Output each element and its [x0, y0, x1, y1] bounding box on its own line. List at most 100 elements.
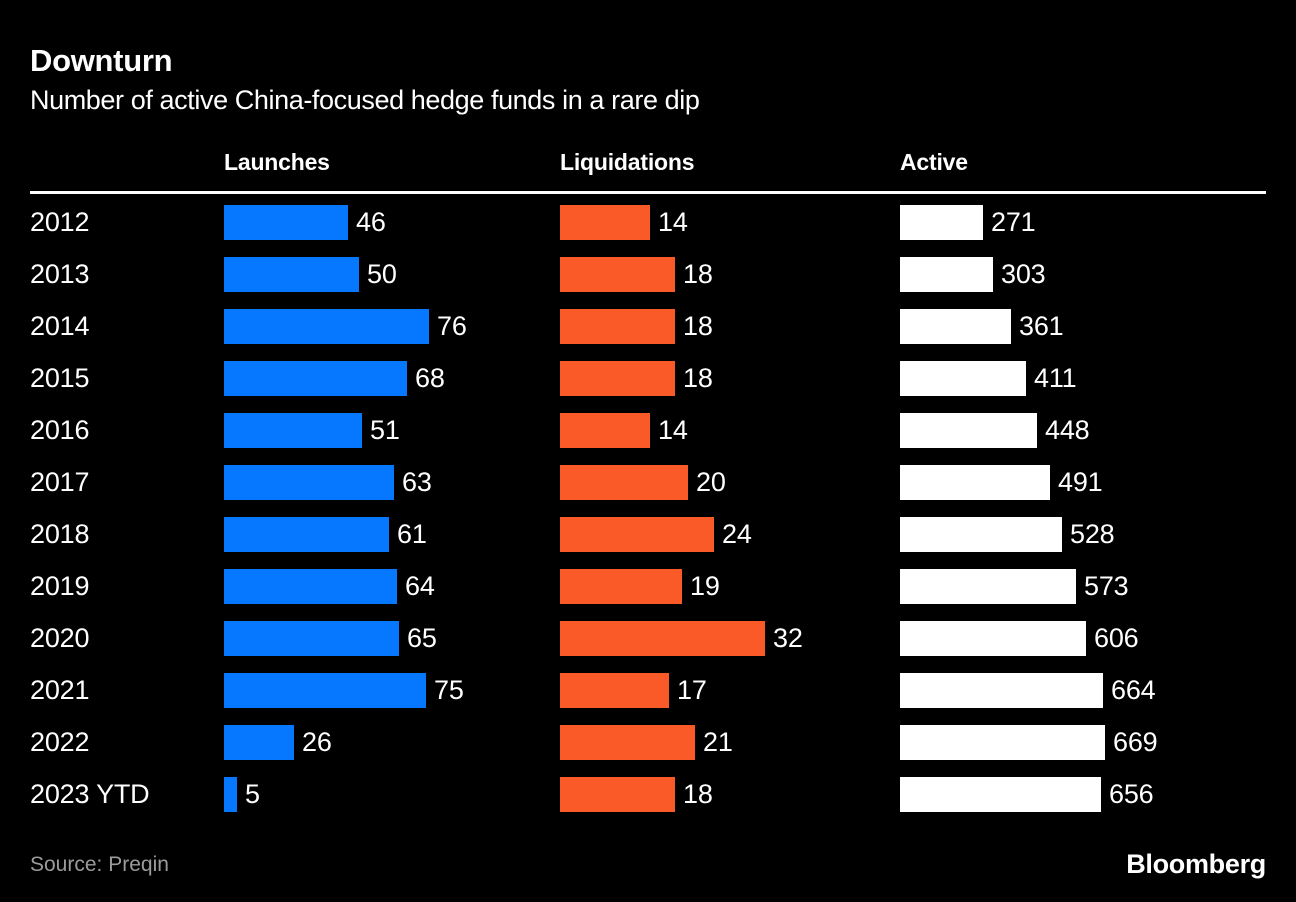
launches-cell: 64 — [224, 560, 560, 612]
liquidations-bar — [560, 620, 765, 656]
liquidations-bar — [560, 412, 650, 448]
launches-cell: 76 — [224, 300, 560, 352]
table-row: 2012 46 14 271 — [30, 196, 1266, 248]
launches-bar — [224, 204, 348, 240]
launches-cell: 51 — [224, 404, 560, 456]
liquidations-bar — [560, 724, 695, 760]
bar-value-label: 14 — [658, 206, 688, 237]
active-cell: 606 — [900, 612, 1266, 664]
active-bar — [900, 308, 1011, 344]
launches-cell: 61 — [224, 508, 560, 560]
chart-footer: Source: Preqin Bloomberg — [30, 849, 1266, 880]
launches-cell: 46 — [224, 196, 560, 248]
liquidations-cell: 14 — [560, 404, 900, 456]
bar-value-label: 18 — [683, 310, 713, 341]
column-header-liquidations: Liquidations — [560, 149, 695, 176]
column-header-active: Active — [900, 149, 968, 176]
bar-value-label: 64 — [405, 570, 435, 601]
bar-value-label: 303 — [1001, 258, 1046, 289]
year-label: 2016 — [30, 414, 90, 445]
launches-cell: 26 — [224, 716, 560, 768]
bar-value-label: 26 — [302, 726, 332, 757]
liquidations-bar — [560, 568, 682, 604]
launches-bar — [224, 412, 362, 448]
launches-bar — [224, 516, 389, 552]
table-row: 2016 51 14 448 — [30, 404, 1266, 456]
active-cell: 411 — [900, 352, 1266, 404]
table-row: 2013 50 18 303 — [30, 248, 1266, 300]
bar-value-label: 75 — [434, 674, 464, 705]
year-label: 2020 — [30, 622, 90, 653]
liquidations-cell: 18 — [560, 352, 900, 404]
active-bar — [900, 620, 1086, 656]
year-label: 2022 — [30, 726, 90, 757]
launches-bar — [224, 568, 397, 604]
launches-bar — [224, 308, 429, 344]
active-cell: 361 — [900, 300, 1266, 352]
liquidations-bar — [560, 464, 688, 500]
active-cell: 669 — [900, 716, 1266, 768]
liquidations-bar — [560, 776, 675, 812]
liquidations-bar — [560, 204, 650, 240]
bar-value-label: 491 — [1058, 466, 1103, 497]
table-row: 2021 75 17 664 — [30, 664, 1266, 716]
liquidations-cell: 14 — [560, 196, 900, 248]
bar-value-label: 68 — [415, 362, 445, 393]
bar-value-label: 17 — [677, 674, 707, 705]
bar-value-label: 528 — [1070, 518, 1115, 549]
launches-bar — [224, 776, 237, 812]
bar-value-label: 14 — [658, 414, 688, 445]
active-bar — [900, 516, 1062, 552]
table-row: 2014 76 18 361 — [30, 300, 1266, 352]
launches-cell: 75 — [224, 664, 560, 716]
liquidations-cell: 21 — [560, 716, 900, 768]
launches-bar — [224, 464, 394, 500]
column-headers: Launches Liquidations Active — [30, 149, 1266, 176]
bar-value-label: 63 — [402, 466, 432, 497]
bar-value-label: 361 — [1019, 310, 1064, 341]
active-cell: 491 — [900, 456, 1266, 508]
chart-rows: 2012 46 14 271 2013 50 18 303 2014 76 18 361 2015 68 1… — [30, 196, 1266, 820]
active-bar — [900, 568, 1076, 604]
bar-value-label: 656 — [1109, 778, 1154, 809]
bar-value-label: 448 — [1045, 414, 1090, 445]
active-bar — [900, 672, 1103, 708]
liquidations-cell: 24 — [560, 508, 900, 560]
active-bar — [900, 776, 1101, 812]
launches-cell: 63 — [224, 456, 560, 508]
bar-value-label: 669 — [1113, 726, 1158, 757]
bar-value-label: 411 — [1034, 362, 1077, 393]
liquidations-bar — [560, 516, 714, 552]
bar-value-label: 271 — [991, 206, 1036, 237]
bar-value-label: 46 — [356, 206, 386, 237]
launches-bar — [224, 620, 399, 656]
source-credit: Source: Preqin — [30, 852, 169, 876]
bar-value-label: 18 — [683, 778, 713, 809]
launches-cell: 68 — [224, 352, 560, 404]
year-label: 2018 — [30, 518, 90, 549]
liquidations-bar — [560, 672, 669, 708]
launches-bar — [224, 672, 426, 708]
year-label: 2013 — [30, 258, 90, 289]
active-bar — [900, 256, 993, 292]
year-label: 2012 — [30, 206, 90, 237]
table-row: 2020 65 32 606 — [30, 612, 1266, 664]
bar-value-label: 65 — [407, 622, 437, 653]
year-label: 2017 — [30, 466, 90, 497]
bar-value-label: 573 — [1084, 570, 1129, 601]
chart-subtitle: Number of active China-focused hedge fun… — [30, 85, 700, 116]
active-cell: 528 — [900, 508, 1266, 560]
active-cell: 573 — [900, 560, 1266, 612]
active-cell: 303 — [900, 248, 1266, 300]
table-row: 2023 YTD 5 18 656 — [30, 768, 1266, 820]
launches-bar — [224, 256, 359, 292]
bar-value-label: 18 — [683, 362, 713, 393]
bar-value-label: 24 — [722, 518, 752, 549]
liquidations-bar — [560, 360, 675, 396]
bar-value-label: 76 — [437, 310, 467, 341]
active-bar — [900, 724, 1105, 760]
liquidations-bar — [560, 308, 675, 344]
table-row: 2017 63 20 491 — [30, 456, 1266, 508]
year-label: 2015 — [30, 362, 90, 393]
